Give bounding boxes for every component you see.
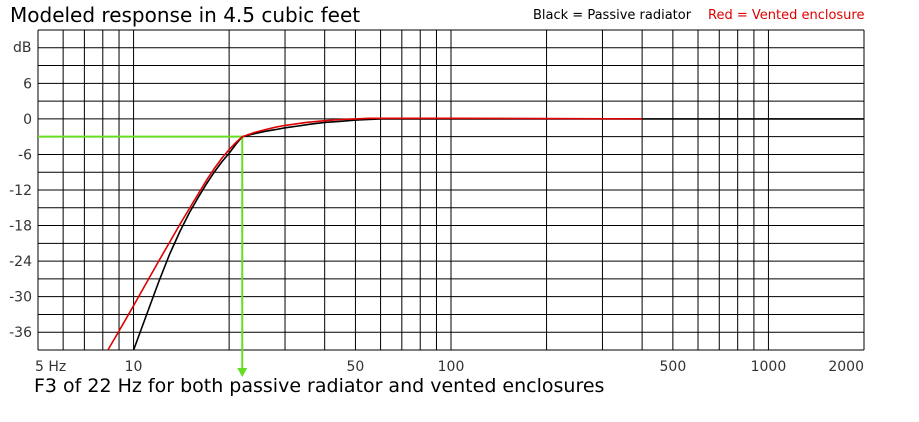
series-line-vented-enclosure — [107, 117, 643, 351]
x-tick-labels: 5 Hz 10 50 100 500 1000 2000 — [35, 359, 864, 375]
x-tick-label: 10 — [125, 359, 143, 375]
grid — [37, 29, 865, 351]
f3-annotation: F3 of 22 Hz for both passive radiator an… — [34, 375, 604, 397]
legend-vented-enclosure: Red = Vented enclosure — [708, 8, 864, 23]
y-tick-labels: 6 0 -6 -12 -18 -24 -30 -36 — [9, 76, 32, 341]
y-tick-label: -24 — [9, 254, 32, 270]
y-tick-label: -12 — [9, 183, 32, 199]
series-layer — [107, 117, 864, 351]
y-tick-label: -18 — [9, 219, 32, 235]
arrow-down-icon — [237, 368, 248, 377]
legend-passive-radiator: Black = Passive radiator — [533, 8, 692, 23]
x-tick-label: 2000 — [828, 359, 864, 375]
x-tick-label: 5 Hz — [35, 359, 66, 375]
y-tick-label: -36 — [9, 325, 32, 341]
plot-area — [37, 29, 865, 377]
chart-title: Modeled response in 4.5 cubic feet — [10, 3, 360, 27]
y-axis-label: dB — [13, 40, 32, 56]
x-tick-label: 1000 — [751, 359, 787, 375]
x-tick-label: 100 — [438, 359, 465, 375]
f3-marker — [38, 135, 248, 377]
x-tick-label: 500 — [660, 359, 687, 375]
y-tick-label: 6 — [23, 76, 32, 92]
y-tick-label: 0 — [23, 112, 32, 128]
x-tick-label: 50 — [347, 359, 365, 375]
y-tick-label: -6 — [18, 147, 32, 163]
y-tick-label: -30 — [9, 290, 32, 306]
